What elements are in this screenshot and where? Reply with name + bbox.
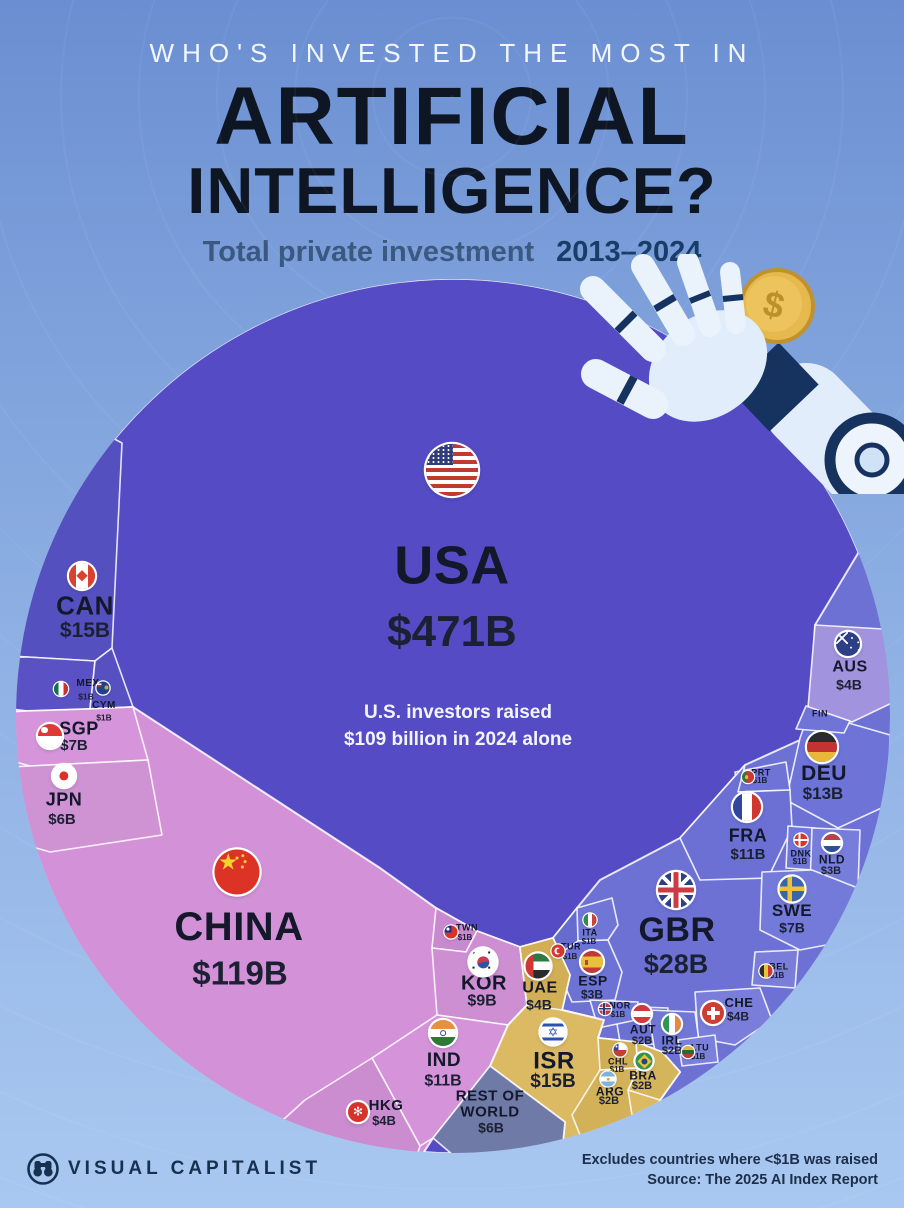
region-hkg (249, 1057, 421, 1153)
kicker-text: WHO'S INVESTED THE MOST IN (149, 38, 755, 68)
region-swe (759, 869, 859, 951)
brand-name: VISUAL CAPITALIST (68, 1158, 322, 1179)
footnote-source: Source: The 2025 AI Index Report (647, 1172, 878, 1188)
robot-hand-illustration: $ (580, 254, 904, 494)
region-rest-of-world (432, 1065, 566, 1153)
visual-capitalist-logo (27, 1153, 59, 1185)
robot-finger (631, 254, 695, 346)
footer: VISUAL CAPITALIST Excludes countries whe… (0, 1146, 904, 1208)
region-sgp (16, 706, 149, 767)
region-esp (559, 939, 623, 1003)
region-can (16, 399, 123, 662)
footnotes: Excludes countries where <$1B was raised… (582, 1150, 878, 1190)
region-chl (597, 1037, 639, 1071)
subtitle-text: Total private investment (202, 236, 535, 268)
region-mex (16, 656, 96, 712)
region-fra (679, 764, 793, 881)
region-fin (795, 705, 851, 734)
region-ita (576, 897, 619, 942)
region-bel (751, 949, 799, 989)
page-title-line1: ARTIFICIAL (214, 71, 690, 162)
region-ltu (677, 1034, 719, 1067)
robot-finger (580, 276, 666, 362)
region-jpn (16, 759, 163, 853)
footnote-exclusion: Excludes countries where <$1B was raised (581, 1152, 878, 1168)
robot-finger (677, 254, 721, 337)
subtitle: Total private investment 2013–2024 (0, 236, 904, 269)
page-title-line2: INTELLIGENCE? (187, 154, 717, 227)
